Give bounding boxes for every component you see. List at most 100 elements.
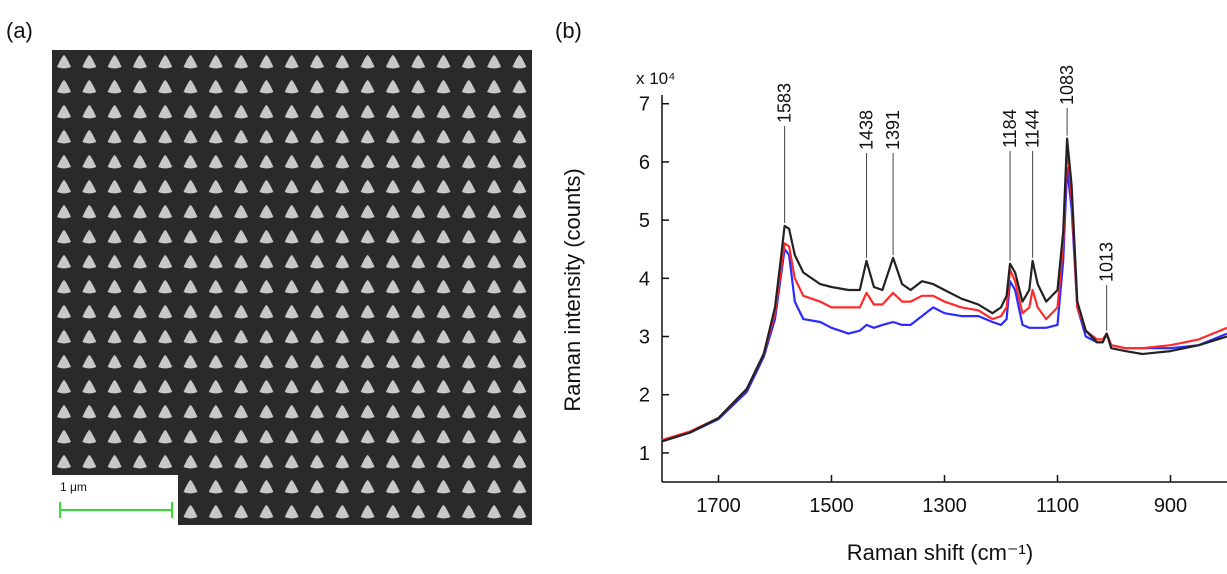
nanoparticle <box>310 130 324 144</box>
nanoparticle <box>461 155 476 169</box>
nanoparticle <box>310 105 324 119</box>
nanoparticle <box>385 130 400 144</box>
nanoparticle <box>512 355 527 369</box>
nanoparticle <box>512 155 527 169</box>
nanoparticle <box>360 230 375 244</box>
nanoparticle <box>461 280 476 294</box>
nanoparticle <box>360 455 375 469</box>
nanoparticle <box>436 455 451 469</box>
nanoparticle <box>57 205 71 219</box>
nanoparticle <box>335 330 350 344</box>
nanoparticle <box>208 155 223 169</box>
nanoparticle <box>360 105 375 119</box>
nanoparticle <box>335 130 350 144</box>
nanoparticle <box>436 405 451 419</box>
nanoparticle <box>234 480 249 494</box>
nanoparticle <box>158 230 173 244</box>
nanoparticle <box>436 155 451 169</box>
nanoparticle <box>107 130 122 144</box>
nanoparticle <box>132 330 147 344</box>
nanoparticle <box>461 455 476 469</box>
nanoparticle <box>208 105 223 119</box>
nanoparticle <box>335 255 350 269</box>
nanoparticle <box>487 155 502 169</box>
nanoparticle <box>461 130 476 144</box>
nanoparticle <box>158 105 173 119</box>
nanoparticle <box>259 405 274 419</box>
nanoparticle <box>335 480 350 494</box>
nanoparticle <box>461 205 476 219</box>
y-multiplier: x 10⁴ <box>636 69 675 88</box>
nanoparticle <box>183 180 198 194</box>
nanoparticle <box>360 430 375 444</box>
nanoparticle <box>208 55 223 69</box>
nanoparticle <box>411 305 426 319</box>
nanoparticle <box>335 155 350 169</box>
nanoparticle <box>461 330 476 344</box>
nanoparticle <box>461 55 476 69</box>
nanoparticle <box>335 305 350 319</box>
nanoparticle <box>335 180 350 194</box>
nanoparticle <box>512 255 527 269</box>
nanoparticle <box>284 205 299 219</box>
nanoparticle <box>57 280 71 294</box>
nanoparticle <box>234 105 249 119</box>
nanoparticle <box>436 230 451 244</box>
nanoparticle <box>461 80 476 94</box>
nanoparticle <box>82 80 97 94</box>
nanoparticle <box>512 280 527 294</box>
nanoparticle <box>335 380 350 394</box>
nanoparticle <box>107 80 122 94</box>
nanoparticle <box>310 505 324 519</box>
nanoparticle <box>461 355 476 369</box>
nanoparticle <box>411 255 426 269</box>
nanoparticle <box>284 505 299 519</box>
nanoparticle <box>158 55 173 69</box>
nanoparticle <box>385 355 400 369</box>
nanoparticle <box>461 105 476 119</box>
nanoparticle <box>132 405 147 419</box>
nanoparticle <box>487 255 502 269</box>
peak-label: 1583 <box>775 83 795 123</box>
nanoparticle <box>57 380 71 394</box>
nanoparticle <box>310 230 324 244</box>
nanoparticle <box>82 155 97 169</box>
nanoparticle <box>512 55 527 69</box>
nanoparticle <box>132 180 147 194</box>
nanoparticle <box>183 480 198 494</box>
nanoparticle <box>259 430 274 444</box>
nanoparticle <box>234 505 249 519</box>
nanoparticle <box>284 455 299 469</box>
nanoparticle <box>360 130 375 144</box>
nanoparticle <box>132 355 147 369</box>
nanoparticle <box>360 305 375 319</box>
nanoparticle <box>436 80 451 94</box>
nanoparticle <box>158 130 173 144</box>
nanoparticle <box>208 455 223 469</box>
nanoparticle <box>107 455 122 469</box>
nanoparticle <box>284 330 299 344</box>
nanoparticle <box>158 380 173 394</box>
nanoparticle <box>107 305 122 319</box>
nanoparticle <box>411 330 426 344</box>
nanoparticle <box>411 130 426 144</box>
nanoparticle <box>385 455 400 469</box>
nanoparticle <box>183 305 198 319</box>
nanoparticle <box>107 230 122 244</box>
nanoparticle <box>107 205 122 219</box>
peak-label: 1184 <box>1000 109 1020 148</box>
nanoparticle <box>57 180 71 194</box>
nanoparticle <box>132 280 147 294</box>
nanoparticle <box>158 330 173 344</box>
nanoparticle <box>82 455 97 469</box>
nanoparticle <box>487 480 502 494</box>
nanoparticle <box>411 280 426 294</box>
nanoparticle <box>335 505 350 519</box>
nanoparticle <box>461 405 476 419</box>
nanoparticle <box>259 80 274 94</box>
nanoparticle <box>385 380 400 394</box>
nanoparticle <box>82 305 97 319</box>
nanoparticle <box>436 55 451 69</box>
